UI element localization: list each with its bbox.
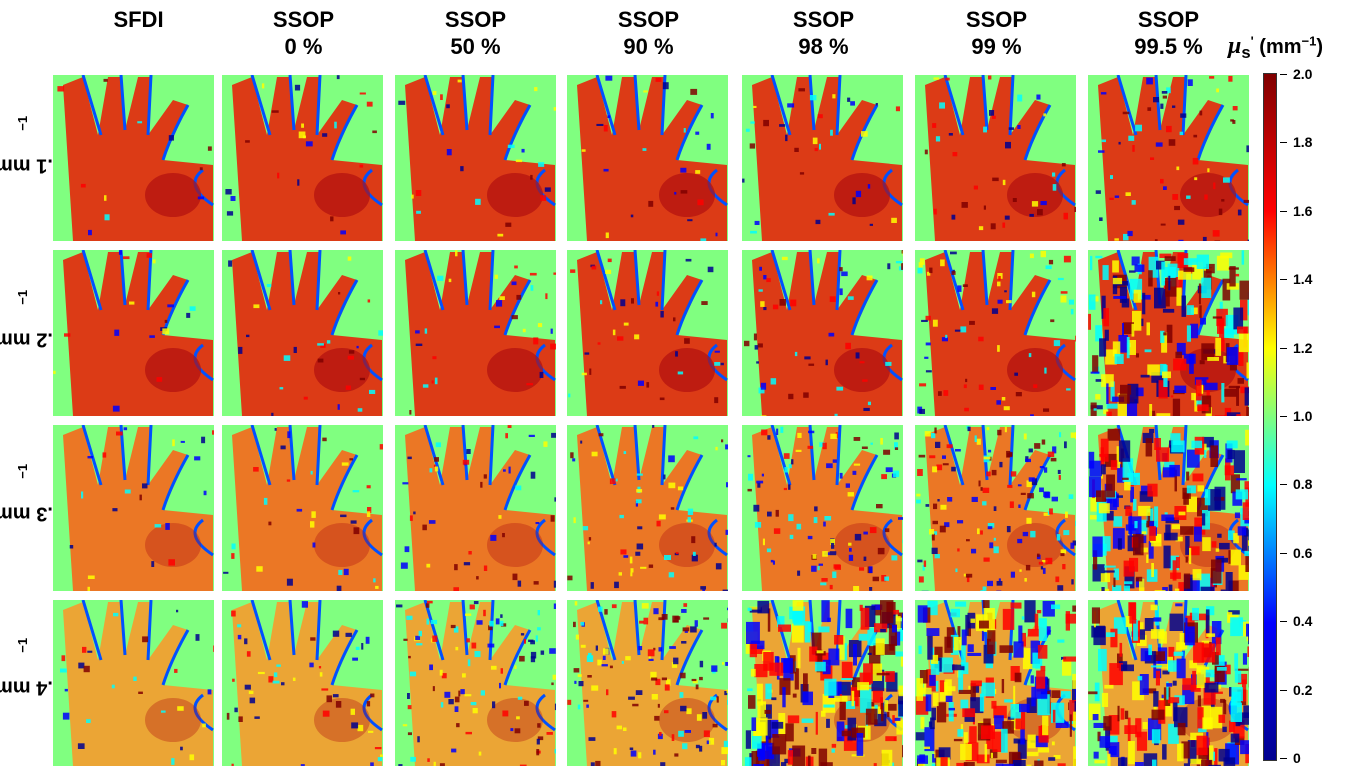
hand-map-panel [567,250,728,416]
colorbar [1263,73,1277,761]
column-header-line2: 99.5 % [1086,33,1251,60]
colorbar-tick-label: 1.8 [1293,135,1312,149]
colorbar-tick [1280,484,1287,485]
hand-map-panel [1088,425,1249,591]
hand-map-panel [742,75,903,241]
row-label-0-4: 0.4 mm−1 [8,595,48,765]
hand-map-panel [915,75,1076,241]
column-header-line1: SFDI [56,6,221,33]
row-label-exponent: −1 [15,638,30,653]
colorbar-tick [1280,416,1287,417]
column-header-ssop-90: SSOP 90 % [566,6,731,60]
hand-map-panel [742,250,903,416]
hand-map-panel [567,75,728,241]
hand-map-panel [395,600,556,766]
colorbar-tick [1280,621,1287,622]
colorbar-unit-close: ) [1316,36,1323,58]
hand-map-panel [53,425,214,591]
hand-map-panel [222,425,383,591]
hand-map-panel [53,75,214,241]
column-header-ssop-50: SSOP 50 % [393,6,558,60]
colorbar-tick-label: 1.4 [1293,272,1312,286]
colorbar-tick [1280,348,1287,349]
column-header-ssop-98: SSOP 98 % [741,6,906,60]
row-label-0-2: 0.2 mm−1 [8,247,48,417]
column-header-ssop-99: SSOP 99 % [914,6,1079,60]
row-label-0-3: 0.3 mm−1 [8,421,48,591]
column-header-line1: SSOP [741,6,906,33]
colorbar-tick-label: 0.8 [1293,477,1312,491]
column-header-line2: 99 % [914,33,1079,60]
colorbar-tick-label: 1.0 [1293,409,1312,423]
colorbar-unit-exponent: −1 [1302,33,1317,48]
hand-map-panel [53,600,214,766]
hand-map-panel [915,600,1076,766]
hand-map-panel [395,75,556,241]
column-header-line2: 50 % [393,33,558,60]
hand-map-panel [742,600,903,766]
hand-map-panel [567,600,728,766]
column-header-line2: 0 % [221,33,386,60]
hand-map-panel [915,425,1076,591]
colorbar-tick-label: 1.6 [1293,204,1312,218]
colorbar-tick [1280,142,1287,143]
hand-map-panel [395,425,556,591]
colorbar-title: μs' (mm−1) [1228,33,1323,63]
row-label-exponent: −1 [15,464,30,479]
colorbar-tick-label: 2.0 [1293,67,1312,81]
hand-map-panel [395,250,556,416]
mu-symbol: μ [1228,33,1241,59]
column-header-line1: SSOP [393,6,558,33]
mu-subscript: s [1241,43,1250,62]
column-header-line2: 90 % [566,33,731,60]
column-header-ssop-99-5: SSOP 99.5 % [1086,6,1251,60]
colorbar-tick-label: 0.2 [1293,683,1312,697]
column-header-line1: SSOP [914,6,1079,33]
hand-map-panel [222,75,383,241]
colorbar-tick [1280,690,1287,691]
colorbar-tick-label: 1.2 [1293,341,1312,355]
hand-map-panel [915,250,1076,416]
colorbar-tick [1280,758,1287,759]
column-header-line2: 98 % [741,33,906,60]
column-header-sfdi: SFDI [56,6,221,33]
colorbar-tick [1280,74,1287,75]
colorbar-tick [1280,553,1287,554]
row-label-0-1: 0.1 mm−1 [8,73,48,243]
hand-map-panel [53,250,214,416]
colorbar-unit: (mm [1259,36,1301,58]
mu-prime: ' [1251,33,1254,48]
row-label-exponent: −1 [15,116,30,131]
column-header-ssop-0: SSOP 0 % [221,6,386,60]
hand-map-panel [222,600,383,766]
hand-map-panel [1088,600,1249,766]
hand-map-panel [1088,250,1249,416]
column-header-line1: SSOP [1086,6,1251,33]
column-header-line1: SSOP [566,6,731,33]
colorbar-tick [1280,279,1287,280]
hand-map-panel [567,425,728,591]
hand-map-panel [1088,75,1249,241]
hand-map-panel [742,425,903,591]
hand-map-panel [222,250,383,416]
row-label-exponent: −1 [15,290,30,305]
colorbar-tick [1280,211,1287,212]
colorbar-tick-label: 0.6 [1293,546,1312,560]
colorbar-tick-label: 0.4 [1293,614,1312,628]
column-header-line1: SSOP [221,6,386,33]
